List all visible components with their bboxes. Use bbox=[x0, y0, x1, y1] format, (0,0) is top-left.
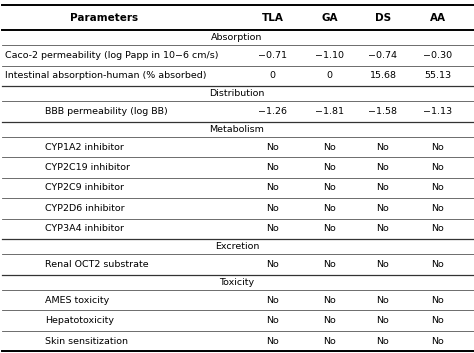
Text: No: No bbox=[432, 296, 444, 305]
Text: No: No bbox=[377, 260, 389, 269]
Text: No: No bbox=[323, 184, 336, 192]
Text: No: No bbox=[432, 184, 444, 192]
Text: −0.71: −0.71 bbox=[258, 51, 287, 60]
Text: Skin sensitization: Skin sensitization bbox=[45, 336, 128, 346]
Text: No: No bbox=[266, 296, 279, 305]
Text: No: No bbox=[266, 163, 279, 172]
Text: No: No bbox=[432, 163, 444, 172]
Text: TLA: TLA bbox=[262, 13, 283, 23]
Text: No: No bbox=[377, 163, 389, 172]
Text: Toxicity: Toxicity bbox=[219, 278, 255, 287]
Text: Renal OCT2 substrate: Renal OCT2 substrate bbox=[45, 260, 149, 269]
Text: No: No bbox=[266, 224, 279, 233]
Text: No: No bbox=[377, 296, 389, 305]
Text: No: No bbox=[323, 204, 336, 213]
Text: No: No bbox=[323, 143, 336, 152]
Text: No: No bbox=[266, 336, 279, 346]
Text: No: No bbox=[377, 224, 389, 233]
Text: No: No bbox=[323, 260, 336, 269]
Text: Parameters: Parameters bbox=[70, 13, 138, 23]
Text: CYP2D6 inhibitor: CYP2D6 inhibitor bbox=[45, 204, 125, 213]
Text: DS: DS bbox=[375, 13, 391, 23]
Text: No: No bbox=[266, 143, 279, 152]
Text: CYP2C9 inhibitor: CYP2C9 inhibitor bbox=[45, 184, 124, 192]
Text: No: No bbox=[323, 296, 336, 305]
Text: No: No bbox=[377, 316, 389, 325]
Text: No: No bbox=[323, 336, 336, 346]
Text: Caco-2 permeability (log Papp in 10−6 cm/s): Caco-2 permeability (log Papp in 10−6 cm… bbox=[5, 51, 218, 60]
Text: AMES toxicity: AMES toxicity bbox=[45, 296, 109, 305]
Text: Excretion: Excretion bbox=[215, 242, 259, 251]
Text: 0: 0 bbox=[327, 71, 332, 80]
Text: Hepatotoxicity: Hepatotoxicity bbox=[45, 316, 114, 325]
Text: No: No bbox=[377, 336, 389, 346]
Text: 55.13: 55.13 bbox=[424, 71, 452, 80]
Text: No: No bbox=[323, 163, 336, 172]
Text: −1.26: −1.26 bbox=[258, 107, 287, 116]
Text: No: No bbox=[432, 224, 444, 233]
Text: No: No bbox=[266, 260, 279, 269]
Text: No: No bbox=[432, 260, 444, 269]
Text: No: No bbox=[266, 316, 279, 325]
Text: −0.30: −0.30 bbox=[423, 51, 453, 60]
Text: No: No bbox=[323, 224, 336, 233]
Text: −1.81: −1.81 bbox=[315, 107, 344, 116]
Text: CYP3A4 inhibitor: CYP3A4 inhibitor bbox=[45, 224, 124, 233]
Text: CYP1A2 inhibitor: CYP1A2 inhibitor bbox=[45, 143, 124, 152]
Text: CYP2C19 inhibitor: CYP2C19 inhibitor bbox=[45, 163, 130, 172]
Text: No: No bbox=[377, 143, 389, 152]
Text: No: No bbox=[432, 204, 444, 213]
Text: No: No bbox=[323, 316, 336, 325]
Text: Absorption: Absorption bbox=[211, 33, 263, 42]
Text: −0.74: −0.74 bbox=[368, 51, 398, 60]
Text: Metabolism: Metabolism bbox=[210, 125, 264, 134]
Text: No: No bbox=[432, 316, 444, 325]
Text: No: No bbox=[266, 204, 279, 213]
Text: No: No bbox=[266, 184, 279, 192]
Text: AA: AA bbox=[430, 13, 446, 23]
Text: BBB permeability (log BB): BBB permeability (log BB) bbox=[45, 107, 168, 116]
Text: No: No bbox=[377, 204, 389, 213]
Text: Intestinal absorption-human (% absorbed): Intestinal absorption-human (% absorbed) bbox=[5, 71, 206, 80]
Text: −1.10: −1.10 bbox=[315, 51, 344, 60]
Text: 0: 0 bbox=[270, 71, 275, 80]
Text: No: No bbox=[377, 184, 389, 192]
Text: No: No bbox=[432, 143, 444, 152]
Text: GA: GA bbox=[321, 13, 337, 23]
Text: −1.13: −1.13 bbox=[423, 107, 453, 116]
Text: Distribution: Distribution bbox=[210, 89, 264, 98]
Text: No: No bbox=[432, 336, 444, 346]
Text: 15.68: 15.68 bbox=[370, 71, 396, 80]
Text: −1.58: −1.58 bbox=[368, 107, 398, 116]
